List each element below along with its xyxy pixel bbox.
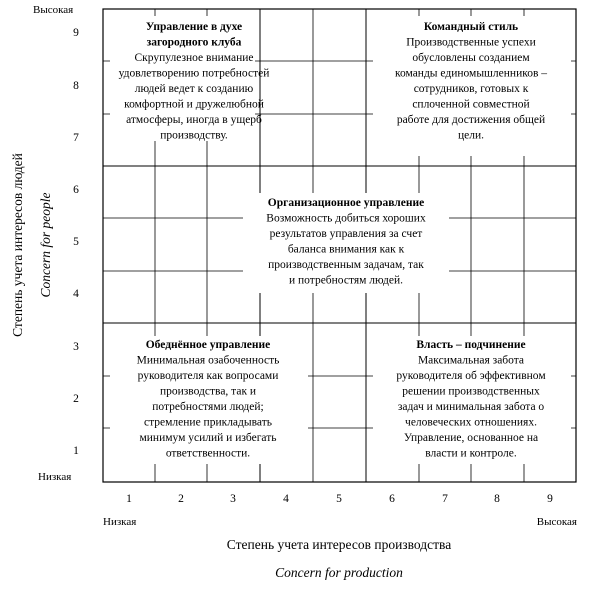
style-description-line: власти и контроле. [425, 448, 517, 460]
style-description-line: Максимальная забота [418, 355, 524, 367]
style-description-line: людей ведет к созданию [135, 83, 254, 95]
authority-compliance-box: Власть – подчинение Максимальная забота ру… [373, 336, 571, 464]
style-title: Обеднённое управление [146, 339, 271, 351]
style-description-line: Возможность добиться хороших [266, 213, 426, 225]
style-description-line: производственным задачам, так [268, 259, 424, 271]
x-tick-label: 4 [283, 493, 289, 505]
style-description-line: минимум усилий и избегать [139, 432, 276, 444]
style-boxes: Управление в духе загородного клуба Скрупу… [110, 16, 571, 464]
box-background [110, 336, 308, 464]
style-description-line: Производственные успехи [406, 37, 536, 49]
box-background [243, 193, 449, 293]
box-background [373, 16, 571, 156]
box-background [110, 16, 255, 141]
y-tick-label: 4 [73, 288, 79, 300]
team-style-box: Командный стиль Производственные успехи об… [373, 16, 571, 156]
y-tick-label: 1 [73, 445, 79, 457]
middle-of-road-box: Организационное управление Возможность до… [243, 193, 449, 293]
style-title: Управление в духе [146, 21, 242, 33]
x-tick-label: 3 [230, 493, 236, 505]
x-low-label: Низкая [103, 516, 136, 528]
x-axis-tick-labels: 1 2 3 4 5 6 7 8 9 [126, 493, 553, 505]
y-tick-label: 3 [73, 341, 79, 353]
style-description-line: производству. [160, 130, 228, 142]
style-description-line: ответственности. [166, 448, 250, 460]
style-description-line: результатов управления за счет [270, 228, 423, 240]
style-title: Организационное управление [268, 197, 424, 209]
style-description-line: человеческих отношениях. [405, 417, 537, 429]
style-description-line: Скрупулезное внимание [134, 52, 253, 64]
style-description-line: комфортной и дружелюбной [124, 99, 264, 111]
style-description-line: цели. [458, 130, 484, 142]
x-tick-label: 7 [442, 493, 448, 505]
x-high-label: Высокая [537, 516, 577, 528]
impoverished-box: Обеднённое управление Минимальная озабоче… [110, 336, 308, 464]
y-axis-title-en: Concern for people [38, 193, 53, 298]
style-description-line: атмосферы, иногда в ущерб [126, 114, 262, 126]
x-tick-label: 6 [389, 493, 395, 505]
style-description-line: удовлетворению потребностей [119, 68, 270, 80]
style-description-line: обусловлены созданием [412, 52, 530, 64]
x-tick-label: 1 [126, 493, 132, 505]
x-tick-label: 9 [547, 493, 553, 505]
style-description-line: стремление прикладывать [144, 417, 272, 429]
style-description-line: Управление, основанное на [404, 432, 538, 444]
y-tick-label: 6 [73, 184, 79, 196]
x-axis-title: Степень учета интересов производства [227, 537, 451, 552]
style-description-line: команды единомышленников – [395, 68, 547, 80]
y-tick-label: 8 [73, 80, 79, 92]
style-title: Командный стиль [424, 21, 518, 33]
style-description-line: работе для достижения общей [397, 114, 545, 126]
x-axis-title-en: Concern for production [275, 565, 403, 580]
style-title: Власть – подчинение [416, 339, 525, 351]
style-description-line: потребностями людей; [152, 401, 263, 413]
y-tick-label: 7 [73, 132, 79, 144]
box-background [373, 336, 571, 464]
y-tick-label: 5 [73, 236, 79, 248]
y-low-label: Низкая [38, 471, 71, 483]
grid-frame [102, 8, 577, 483]
style-description-line: сотрудников, готовых к [414, 83, 529, 95]
style-description-line: руководителя об эффективном [396, 370, 546, 382]
x-tick-label: 5 [336, 493, 342, 505]
y-axis-title: Степень учета интересов людей [10, 153, 25, 337]
style-description-line: Минимальная озабоченность [137, 355, 280, 367]
style-description-line: руководителя как вопросами [138, 370, 279, 382]
style-description-line: и потребностям людей. [289, 275, 403, 287]
style-title: загородного клуба [147, 37, 242, 49]
x-tick-label: 2 [178, 493, 184, 505]
y-tick-label: 2 [73, 393, 79, 405]
style-description-line: баланса внимания как к [288, 244, 405, 256]
y-axis-tick-labels: 1 2 3 4 5 6 7 8 9 [73, 27, 79, 457]
country-club-box: Управление в духе загородного клуба Скрупу… [110, 16, 269, 142]
style-description-line: решении производственных [402, 386, 540, 398]
style-description-line: производства, так и [160, 386, 256, 398]
style-description-line: задач и минимальная забота о [398, 401, 545, 413]
y-high-label: Высокая [33, 4, 73, 16]
style-description-line: сплоченной совместной [412, 99, 529, 111]
y-tick-label: 9 [73, 27, 79, 39]
x-tick-label: 8 [494, 493, 500, 505]
